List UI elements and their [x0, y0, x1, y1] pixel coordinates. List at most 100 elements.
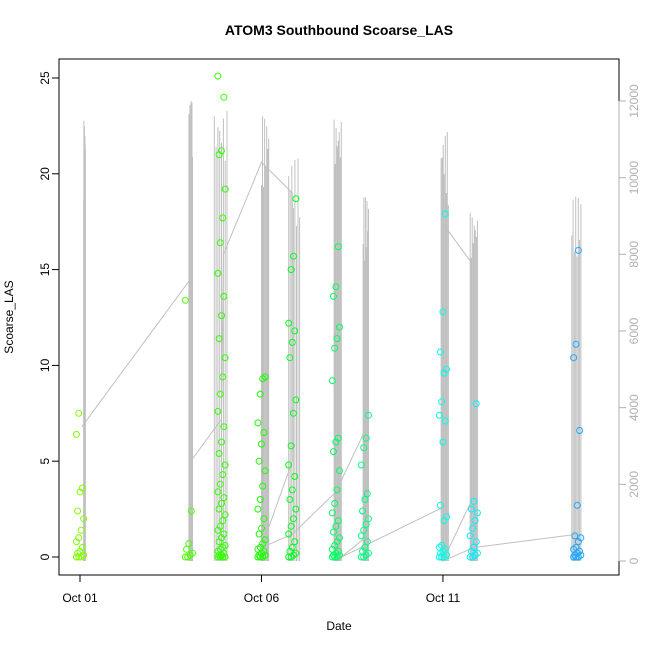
data-point	[328, 377, 336, 385]
data-point	[331, 499, 339, 507]
data-point	[288, 338, 296, 346]
data-point	[218, 534, 225, 542]
data-point	[218, 312, 225, 320]
data-point	[72, 430, 80, 438]
data-point	[220, 93, 228, 101]
data-point	[287, 266, 295, 274]
data-point	[357, 461, 365, 469]
data-point	[332, 438, 340, 446]
data-point	[181, 553, 189, 561]
data-point	[362, 434, 370, 442]
data-point	[361, 496, 369, 503]
secondary-y-tick-label: 0	[627, 557, 641, 564]
data-point	[215, 151, 223, 159]
data-point	[219, 471, 227, 479]
data-point	[288, 543, 296, 551]
data-point	[334, 434, 342, 442]
data-point	[292, 396, 300, 404]
data-point	[220, 423, 228, 431]
data-point	[214, 72, 222, 80]
data-point	[216, 390, 224, 398]
data-point	[285, 530, 293, 538]
data-point	[469, 524, 477, 532]
data-point	[287, 522, 295, 530]
data-point	[334, 547, 342, 555]
data-point	[72, 553, 80, 561]
data-point	[473, 509, 481, 517]
x-tick-label: Oct 01	[62, 591, 98, 605]
y-tick-label: 15	[38, 263, 52, 277]
data-point	[220, 494, 228, 502]
data-point	[330, 292, 337, 300]
data-point	[328, 545, 336, 553]
data-point	[215, 505, 223, 513]
data-point	[467, 505, 475, 513]
data-point	[438, 542, 446, 549]
data-point	[331, 553, 339, 561]
data-point	[216, 480, 224, 488]
data-point	[261, 373, 269, 381]
data-point	[438, 398, 446, 406]
data-point	[221, 511, 229, 519]
data-point	[218, 499, 225, 507]
secondary-y-tick-label: 12000	[627, 84, 641, 118]
data-point	[214, 269, 222, 277]
data-point	[220, 292, 228, 300]
x-tick-label: Oct 06	[244, 591, 280, 605]
data-point	[255, 457, 263, 465]
data-point	[360, 444, 368, 452]
data-point	[216, 522, 224, 530]
data-point	[80, 515, 88, 523]
data-point	[260, 547, 268, 555]
chart-title: ATOM3 Southbound Scoarse_LAS	[225, 22, 453, 38]
data-point	[75, 409, 83, 417]
secondary-spike	[83, 120, 86, 561]
data-point	[254, 419, 262, 427]
data-point	[336, 323, 343, 331]
data-point	[360, 526, 368, 534]
data-point	[572, 543, 580, 551]
y-axis-label: Scoarse_LAS	[2, 280, 16, 353]
data-point	[288, 486, 296, 494]
data-point	[77, 526, 85, 534]
data-point	[219, 373, 227, 381]
data-point	[214, 488, 222, 496]
data-point	[219, 553, 227, 561]
data-point	[181, 296, 189, 304]
data-point	[437, 501, 444, 509]
y-tick-label: 10	[38, 358, 52, 372]
data-point	[328, 553, 336, 561]
data-point	[286, 354, 294, 362]
x-axis: Oct 01 Oct 06 Oct 11	[62, 574, 460, 605]
data-point	[357, 532, 365, 540]
secondary-spike	[571, 196, 582, 561]
data-point	[572, 340, 580, 348]
data-point	[254, 553, 262, 561]
data-point	[471, 517, 479, 525]
y-tick-label: 25	[38, 71, 52, 85]
data-point	[441, 417, 449, 425]
data-point	[286, 496, 294, 503]
data-point	[333, 335, 341, 343]
data-point	[470, 543, 478, 551]
data-point	[332, 522, 340, 530]
x-axis-label: Date	[326, 619, 352, 633]
data-point	[74, 507, 82, 515]
data-point	[472, 400, 480, 408]
data-point	[292, 505, 300, 513]
secondary-y-tick-label: 4000	[627, 394, 641, 421]
data-point	[361, 543, 369, 551]
data-point	[215, 335, 223, 343]
data-point	[336, 467, 343, 475]
data-point	[291, 327, 299, 335]
secondary-y-tick-label: 10000	[627, 161, 641, 195]
data-point	[256, 496, 264, 503]
data-point	[439, 308, 447, 316]
data-point	[290, 252, 297, 260]
data-point	[331, 344, 339, 352]
data-point	[287, 442, 295, 450]
data-point	[221, 542, 229, 549]
data-point	[572, 553, 580, 561]
data-point	[189, 549, 196, 557]
